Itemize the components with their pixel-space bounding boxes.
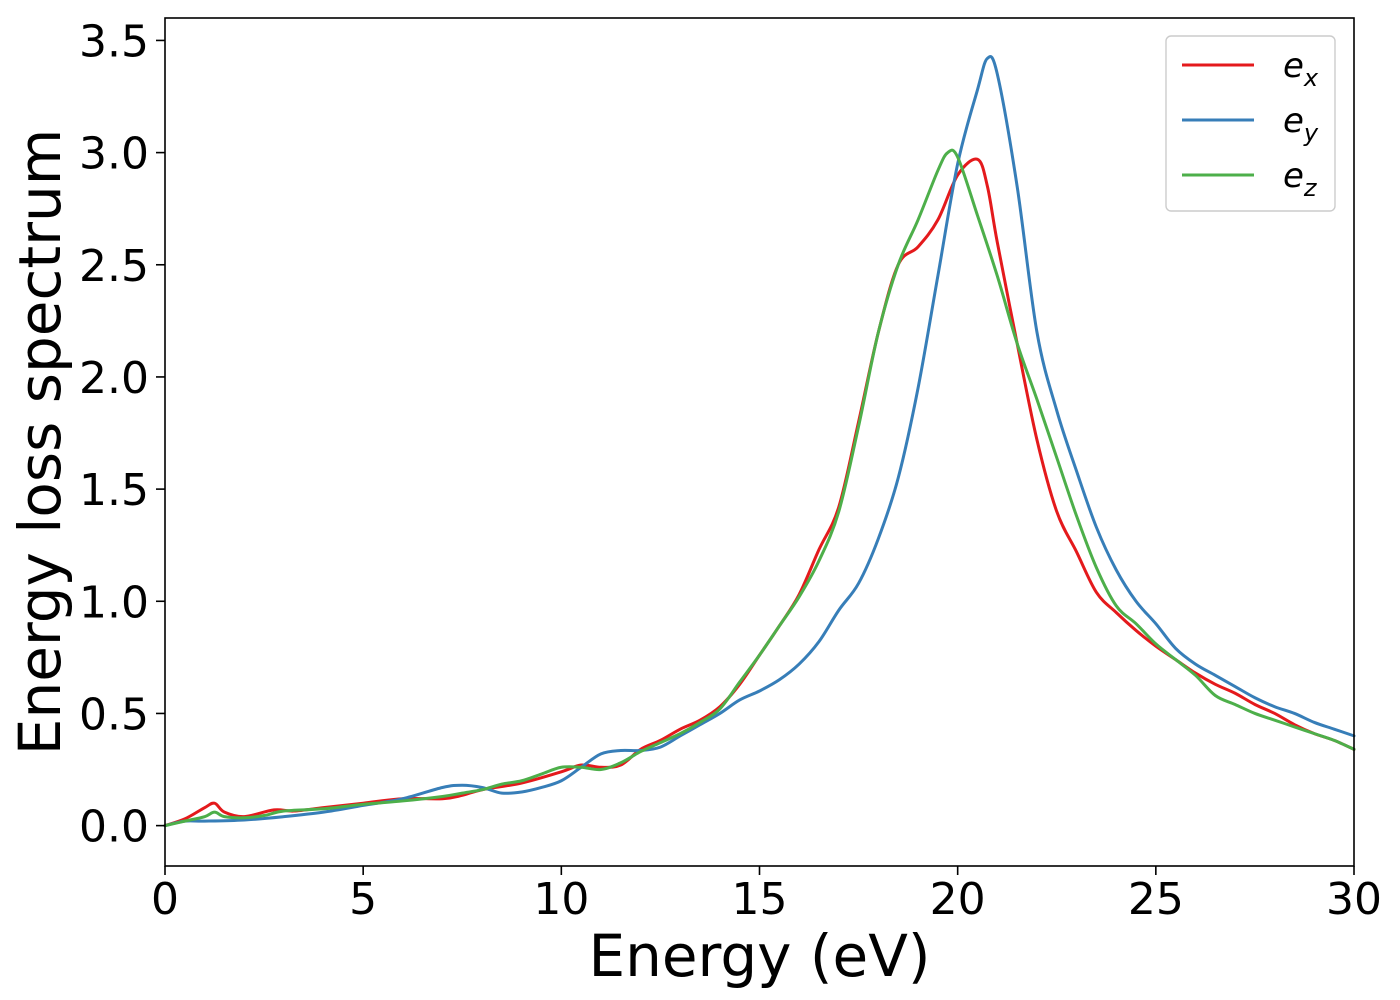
plot-background	[165, 18, 1354, 866]
y-axis-ticks: 0.0 0.5 1.0 1.5 2.0 2.5 3.0 3.5	[79, 16, 165, 853]
plot-area	[165, 18, 1354, 866]
x-tick-label: 30	[1326, 874, 1382, 925]
y-tick-label: 0.5	[79, 689, 149, 740]
x-tick-label: 15	[732, 874, 788, 925]
x-tick-label: 25	[1128, 874, 1184, 925]
y-tick-label: 3.0	[79, 129, 149, 180]
y-tick-label: 3.5	[79, 16, 149, 67]
x-tick-label: 5	[349, 874, 377, 925]
y-tick-label: 2.0	[79, 353, 149, 404]
legend-label-x: ex	[1283, 46, 1319, 92]
legend-label-subscript: x	[1303, 64, 1319, 92]
legend-label-base: e	[1283, 101, 1304, 141]
y-tick-label: 0.0	[79, 802, 149, 853]
legend-label-subscript: y	[1303, 119, 1319, 147]
legend-label-base: e	[1283, 156, 1304, 196]
y-tick-label: 1.5	[79, 465, 149, 516]
x-tick-label: 20	[930, 874, 986, 925]
series-layer	[163, 55, 1356, 828]
legend-label-subscript: z	[1303, 174, 1318, 202]
y-axis-label: Energy loss spectrum	[6, 129, 74, 755]
x-tick-label: 10	[533, 874, 589, 925]
x-tick-label: 0	[151, 874, 179, 925]
legend-frame	[1165, 35, 1336, 212]
legend-label-y: ey	[1283, 101, 1319, 147]
legend-label-z: ez	[1283, 156, 1318, 202]
series-line-z	[163, 148, 1356, 828]
x-axis-label: Energy (eV)	[588, 922, 930, 990]
legend-label-base: e	[1283, 46, 1304, 86]
series-line-y	[163, 55, 1356, 828]
y-tick-label: 1.0	[79, 577, 149, 628]
x-axis-ticks: 0 5 10 15 20 25 30	[151, 866, 1382, 925]
y-tick-label: 2.5	[79, 241, 149, 292]
